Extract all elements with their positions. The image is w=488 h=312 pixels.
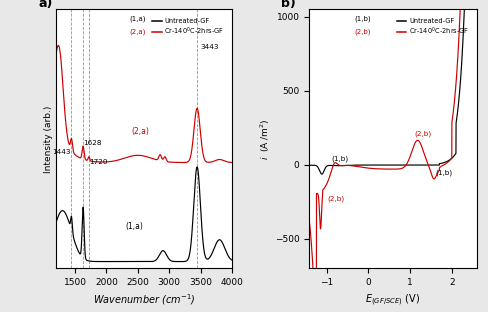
Text: (1,b): (1,b) <box>330 156 347 162</box>
Text: b): b) <box>280 0 295 10</box>
Legend: Untreated-GF, Cr-140$^0$C-2hrs-GF: Untreated-GF, Cr-140$^0$C-2hrs-GF <box>393 15 471 40</box>
Text: 1443: 1443 <box>52 149 71 155</box>
Text: 3443: 3443 <box>200 44 218 50</box>
Text: (2,b): (2,b) <box>327 196 344 202</box>
Text: (1,a): (1,a) <box>129 16 145 22</box>
Text: (1,b): (1,b) <box>434 169 451 176</box>
Text: (1,b): (1,b) <box>354 16 370 22</box>
Text: a): a) <box>39 0 53 10</box>
Text: 1628: 1628 <box>83 139 102 146</box>
Text: (2,b): (2,b) <box>354 29 370 35</box>
Y-axis label: Intensity (arb.): Intensity (arb.) <box>44 105 53 173</box>
Legend: Untreated-GF, Cr-140$^0$C-2hrs-GF: Untreated-GF, Cr-140$^0$C-2hrs-GF <box>149 15 226 40</box>
Text: (2,b): (2,b) <box>413 130 430 137</box>
Y-axis label: $i$  (A /m$^2$): $i$ (A /m$^2$) <box>258 118 271 160</box>
Text: 1720: 1720 <box>89 159 108 165</box>
X-axis label: Wavenumber (cm$^{-1}$): Wavenumber (cm$^{-1}$) <box>93 293 195 307</box>
Text: (1,a): (1,a) <box>125 222 143 231</box>
Text: (2,a): (2,a) <box>129 29 145 35</box>
X-axis label: $E_{(GF/SCE)}$ (V): $E_{(GF/SCE)}$ (V) <box>365 293 420 308</box>
Text: (2,a): (2,a) <box>131 127 149 136</box>
